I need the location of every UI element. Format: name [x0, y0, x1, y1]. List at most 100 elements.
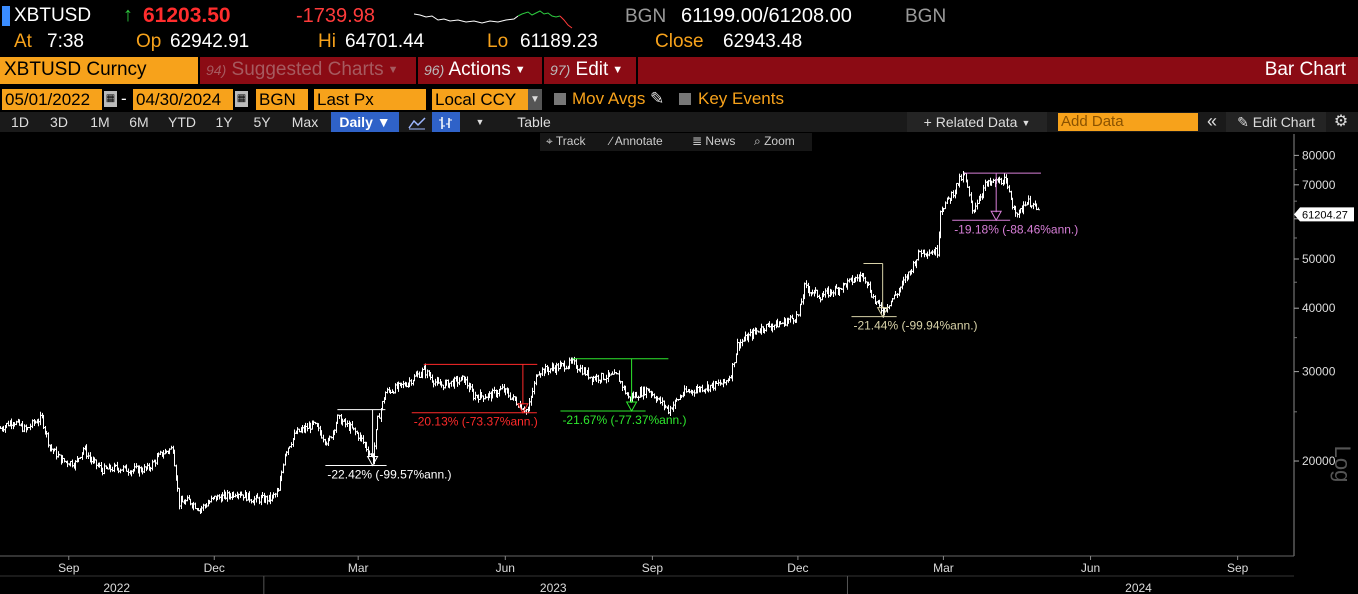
x-tick-label: Dec	[787, 561, 808, 575]
intraday-sparkline	[414, 10, 573, 29]
range-1m[interactable]: 1M	[90, 114, 110, 130]
chart-subtoolbar: ⌖ Track ∕ Annotate ≣ News ⌕ Zoom	[540, 133, 812, 151]
at-label: At	[14, 31, 32, 52]
pen-icon: ∕	[610, 134, 613, 148]
bar-chart-icon[interactable]	[432, 112, 460, 132]
pencil-icon[interactable]: ✎	[650, 89, 665, 108]
drawdown-arrow-icon	[517, 403, 529, 414]
open-label: Op	[136, 31, 162, 52]
line-chart-icon[interactable]	[404, 112, 430, 132]
drawdown-arrow-icon	[366, 455, 379, 467]
close-value: 62943.48	[723, 31, 803, 52]
range-ytd[interactable]: YTD	[168, 114, 196, 130]
close-label: Close	[655, 31, 704, 52]
mov-avgs-checkbox[interactable]	[554, 93, 566, 105]
high-value: 64701.44	[345, 31, 425, 52]
security-color-marker	[2, 6, 10, 26]
chart-style-caret-icon[interactable]: ▼	[475, 117, 485, 127]
zoom-label: Zoom	[764, 134, 795, 148]
x-tick-label: Sep	[58, 561, 80, 575]
drawdown-arrow-icon	[990, 210, 1003, 222]
y-tick-label: 70000	[1302, 178, 1336, 192]
annotate-label: Annotate	[614, 134, 663, 148]
security-field[interactable]: XBTUSD Curncy	[0, 57, 198, 84]
x-axis: Sep Dec Mar Jun Sep Dec Mar Jun Sep 2022 2023 2024	[0, 555, 1294, 594]
actions-number: 96)	[424, 62, 445, 78]
table-button[interactable]: Table	[517, 114, 551, 130]
drawdown-label: -19.18% (-88.46%ann.)	[954, 222, 1078, 236]
last-price: 61203.50	[143, 4, 231, 27]
range-max[interactable]: Max	[291, 114, 319, 130]
price-bars	[0, 170, 1040, 514]
annotate-tool[interactable]: ∕ Annotate	[610, 134, 663, 148]
caret-down-icon: ▼	[1021, 118, 1031, 129]
last-price-tag	[1294, 207, 1354, 222]
suggested-charts-number: 94)	[206, 62, 227, 78]
related-data-button[interactable]: + Related Data ▼	[907, 112, 1047, 132]
mov-avgs-label[interactable]: Mov Avgs	[572, 89, 646, 108]
drawdown-label: -21.44% (-99.94%ann.)	[853, 319, 977, 333]
x-tick-label: Jun	[1081, 561, 1100, 575]
crosshair-icon: ⌖	[546, 134, 553, 148]
y-axis: 20000 30000 40000 50000 70000 80000 Log 61204.2…	[1293, 134, 1355, 556]
track-label: Track	[555, 134, 586, 148]
y-tick-label: 50000	[1302, 252, 1336, 266]
related-data-label: + Related Data	[923, 114, 1018, 130]
y-axis-label: Log	[1330, 446, 1355, 483]
bid-ask: 61199.00/61208.00	[681, 5, 852, 27]
range-1d[interactable]: 1D	[11, 114, 29, 130]
suggested-charts-menu[interactable]: 94) Suggested Charts ▼	[198, 57, 416, 84]
y-tick-label: 80000	[1302, 148, 1336, 162]
calendar-icon[interactable]: ▦	[235, 91, 248, 107]
low-value: 61189.23	[520, 31, 598, 52]
at-value: 7:38	[47, 31, 84, 52]
x-tick-label: Mar	[348, 561, 369, 575]
news-tool[interactable]: ≣ News	[692, 134, 735, 148]
caret-down-icon[interactable]: ▼	[528, 89, 542, 110]
track-tool[interactable]: ⌖ Track	[546, 134, 585, 149]
quote-bar: XBTUSD ↑ 61203.50 -1739.98 BGN 61199.00/…	[0, 4, 1358, 30]
drawdown-label: -20.13% (-73.37%ann.)	[414, 415, 538, 429]
drawdown-label: -22.42% (-99.57%ann.)	[327, 467, 451, 481]
ohlc-bar: At 7:38 Op 62942.91 Hi 64701.44 Lo 61189…	[0, 31, 1358, 55]
frequency-select[interactable]: Daily ▼	[331, 112, 399, 132]
end-date-field[interactable]: 04/30/2024	[133, 89, 233, 110]
news-label: News	[705, 134, 736, 148]
gear-icon[interactable]: ⚙	[1333, 113, 1349, 130]
calendar-icon[interactable]: ▦	[104, 91, 117, 107]
range-6m[interactable]: 6M	[129, 114, 149, 130]
menu-bar: XBTUSD Curncy 94) Suggested Charts ▼ 96) …	[0, 57, 1358, 84]
suggested-charts-label: Suggested Charts	[231, 59, 384, 80]
x-tick-label: Sep	[642, 561, 664, 575]
high-label: Hi	[318, 31, 336, 52]
price-chart[interactable]: -22.42% (-99.57%ann.) -20.13% (-73.37%ann…	[0, 134, 1358, 594]
caret-down-icon: ▼	[387, 63, 399, 76]
collapse-icon[interactable]: «	[1206, 111, 1217, 131]
chart-type-title: Bar Chart	[1264, 59, 1346, 80]
pricing-source-field[interactable]: BGN	[256, 89, 308, 110]
last-price-label: 61204.27	[1302, 209, 1348, 221]
range-1y[interactable]: 1Y	[215, 114, 233, 130]
actions-label: Actions	[448, 59, 511, 80]
edit-menu[interactable]: 97) Edit ▼	[542, 57, 636, 84]
magnifier-icon: ⌕	[754, 134, 761, 148]
add-data-input[interactable]: Add Data	[1058, 113, 1198, 131]
chart-toolbar: 1D 3D 1M 6M YTD 1Y 5Y Max Daily ▼ ▼ Tabl…	[0, 112, 1358, 132]
range-5y[interactable]: 5Y	[253, 114, 271, 130]
key-events-label[interactable]: Key Events	[698, 89, 784, 108]
range-3d[interactable]: 3D	[50, 114, 68, 130]
key-events-checkbox[interactable]	[679, 93, 691, 105]
currency-select[interactable]: Local CCY	[432, 89, 528, 110]
chart-inputs: 05/01/2022 ▦ - 04/30/2024 ▦ BGN Last Px …	[0, 89, 1358, 111]
price-field-select[interactable]: Last Px	[314, 89, 426, 110]
bid-source: BGN	[625, 6, 667, 27]
actions-menu[interactable]: 96) Actions ▼	[416, 57, 542, 84]
drawdown-arrow-icon	[625, 401, 638, 412]
start-date-field[interactable]: 05/01/2022	[2, 89, 102, 110]
edit-chart-button[interactable]: ✎ Edit Chart	[1226, 112, 1326, 132]
x-tick-label: Dec	[204, 561, 225, 575]
ask-source: BGN	[905, 6, 947, 27]
date-separator: -	[121, 89, 127, 108]
ticker: XBTUSD	[14, 5, 92, 26]
zoom-tool[interactable]: ⌕ Zoom	[754, 134, 795, 149]
